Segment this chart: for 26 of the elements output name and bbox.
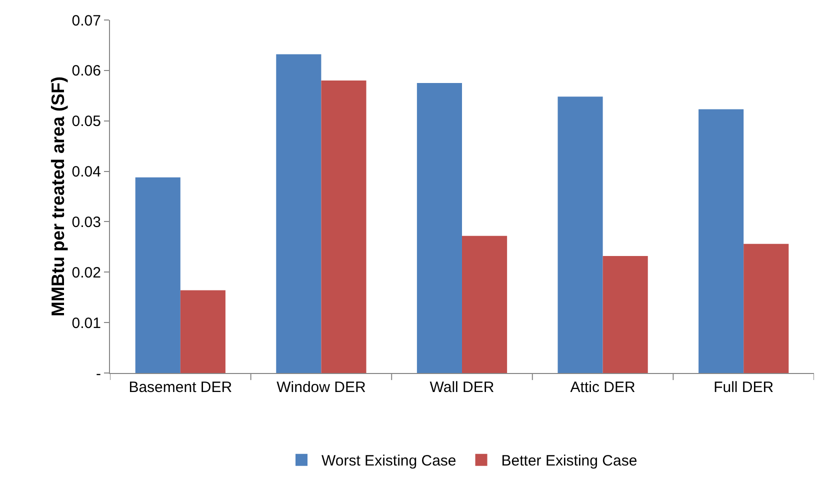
x-tick-label: Attic DER — [570, 379, 636, 396]
y-tick-label: 0.05 — [72, 113, 101, 130]
x-tick-label: Basement DER — [128, 379, 232, 396]
bar — [698, 109, 744, 373]
y-tick-label: 0.04 — [72, 164, 101, 181]
bar — [276, 54, 322, 373]
bar — [321, 80, 366, 373]
y-axis-title: MMBtu per treated area (SF) — [48, 76, 68, 317]
x-tick-label: Full DER — [714, 379, 774, 396]
bar — [135, 177, 180, 373]
bar — [180, 290, 226, 373]
y-tick-label: 0.06 — [72, 62, 101, 80]
y-tick-label: 0.02 — [72, 264, 101, 282]
x-tick-label: Window DER — [276, 379, 366, 396]
y-tick-label: 0.01 — [72, 314, 101, 332]
bar — [602, 256, 648, 373]
x-tick-label: Wall DER — [430, 379, 494, 396]
y-tick-label: 0.03 — [72, 214, 101, 231]
y-tick-label: 0.07 — [72, 12, 101, 30]
legend-label: Better Existing Case — [501, 452, 638, 470]
y-tick-label: - — [96, 365, 101, 382]
bar — [744, 244, 789, 373]
bar — [558, 96, 603, 373]
bar — [416, 83, 462, 373]
bar — [462, 236, 508, 373]
legend-label: Worst Existing Case — [322, 452, 456, 470]
